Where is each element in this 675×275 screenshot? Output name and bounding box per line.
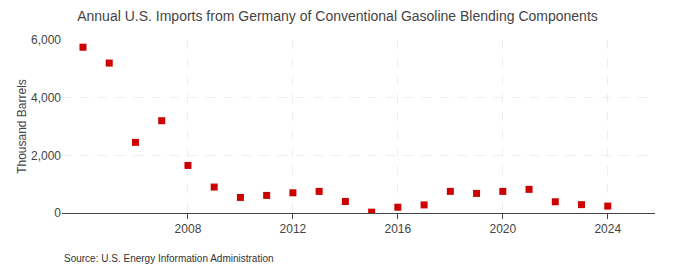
svg-text:2016: 2016 [385, 222, 412, 236]
svg-text:Thousand Barrels: Thousand Barrels [15, 79, 29, 174]
svg-text:4,000: 4,000 [31, 91, 61, 105]
svg-text:2,000: 2,000 [31, 149, 61, 163]
svg-text:2008: 2008 [175, 222, 202, 236]
svg-text:Annual U.S. Imports from Germa: Annual U.S. Imports from Germany of Conv… [77, 8, 598, 24]
svg-text:6,000: 6,000 [31, 33, 61, 47]
svg-text:0: 0 [54, 206, 61, 220]
svg-text:2024: 2024 [594, 222, 621, 236]
svg-text:Source: U.S. Energy Informatio: Source: U.S. Energy Information Administ… [64, 253, 274, 264]
svg-text:2012: 2012 [280, 222, 307, 236]
svg-text:2020: 2020 [489, 222, 516, 236]
